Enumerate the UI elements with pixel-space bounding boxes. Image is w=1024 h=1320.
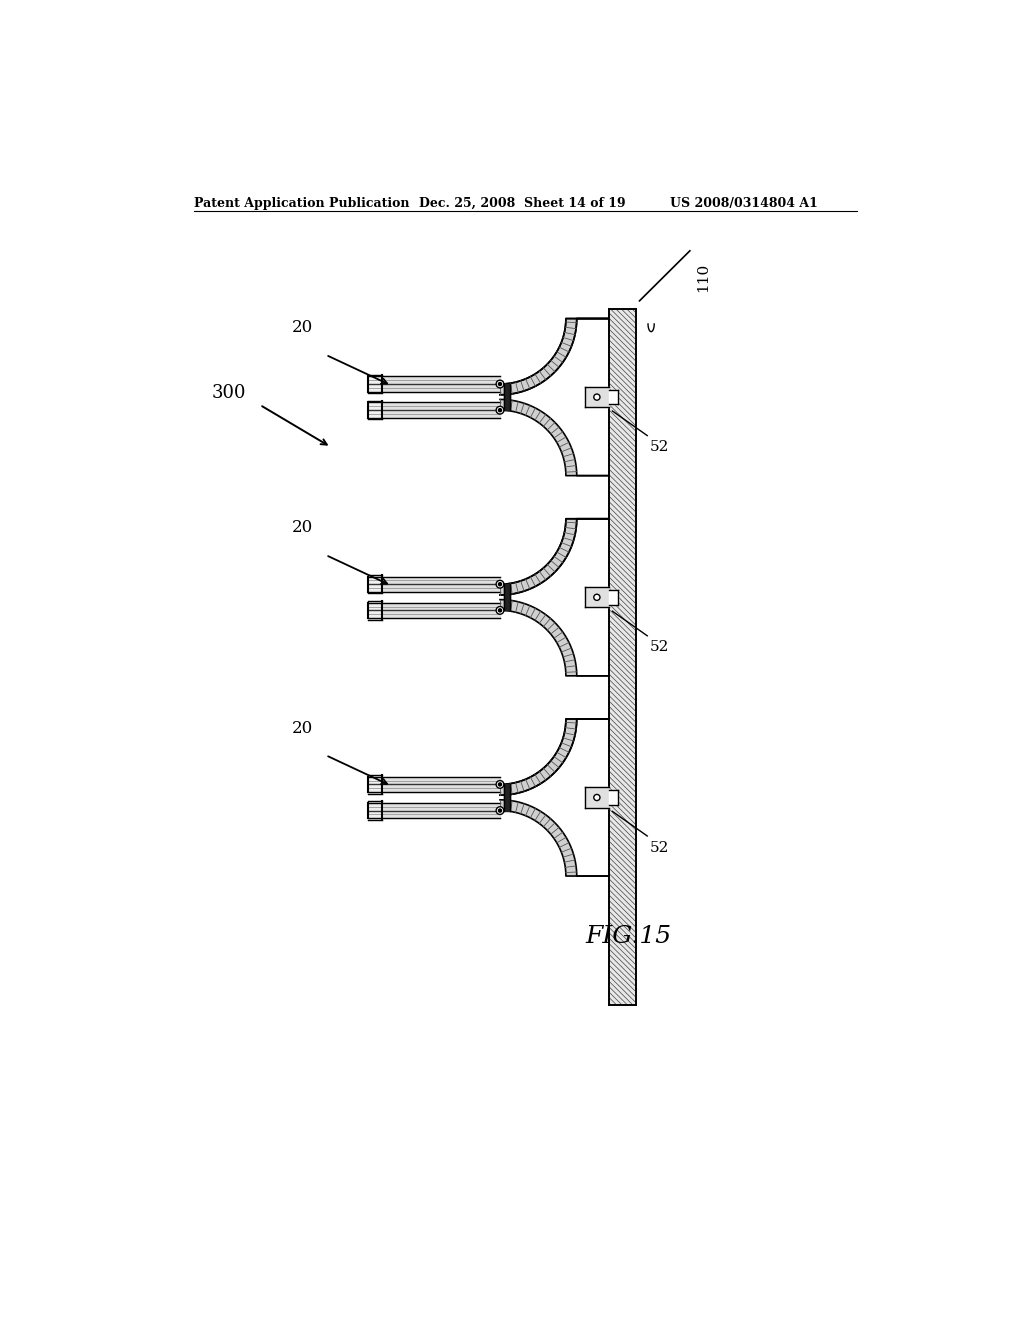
- Text: 300: 300: [212, 384, 246, 403]
- Polygon shape: [500, 519, 608, 595]
- Text: Patent Application Publication: Patent Application Publication: [194, 197, 410, 210]
- Text: 20: 20: [292, 719, 313, 737]
- Circle shape: [499, 809, 502, 812]
- Text: 20: 20: [292, 520, 313, 536]
- Polygon shape: [500, 800, 608, 876]
- Text: 52: 52: [649, 841, 669, 854]
- Text: FIG.15: FIG.15: [586, 924, 672, 948]
- Polygon shape: [500, 599, 608, 676]
- Circle shape: [496, 607, 504, 614]
- Circle shape: [496, 581, 504, 589]
- Polygon shape: [500, 318, 608, 395]
- Circle shape: [496, 780, 504, 788]
- Circle shape: [499, 783, 502, 785]
- Circle shape: [496, 807, 504, 814]
- Circle shape: [496, 407, 504, 414]
- Circle shape: [594, 795, 600, 800]
- Circle shape: [496, 380, 504, 388]
- Circle shape: [499, 609, 502, 612]
- Circle shape: [499, 383, 502, 385]
- Text: 52: 52: [649, 640, 669, 655]
- Circle shape: [594, 393, 600, 400]
- Text: 52: 52: [649, 440, 669, 454]
- Text: 20: 20: [292, 319, 313, 337]
- Polygon shape: [500, 400, 608, 475]
- Bar: [608, 309, 636, 1006]
- Text: US 2008/0314804 A1: US 2008/0314804 A1: [671, 197, 818, 210]
- Text: 110: 110: [696, 263, 710, 292]
- Polygon shape: [500, 719, 608, 795]
- Text: Dec. 25, 2008  Sheet 14 of 19: Dec. 25, 2008 Sheet 14 of 19: [419, 197, 626, 210]
- Circle shape: [499, 582, 502, 586]
- Circle shape: [594, 594, 600, 601]
- Circle shape: [499, 409, 502, 412]
